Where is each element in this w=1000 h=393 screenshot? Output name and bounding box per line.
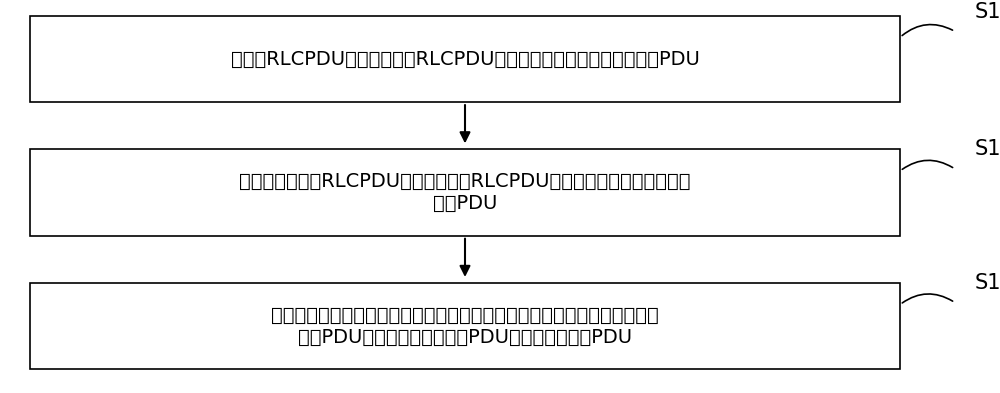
Text: 在需要重传或者接收到网络侧设备发送的要求重传的消息之后，根据需要重
传的PDU的状态标识生成重传PDU或者不生成重传PDU: 在需要重传或者接收到网络侧设备发送的要求重传的消息之后，根据需要重 传的PDU的… bbox=[271, 306, 659, 347]
Text: 在生成RLCPDU之后，将所述RLCPDU的状态标识设置为禁止生成重传PDU: 在生成RLCPDU之后，将所述RLCPDU的状态标识设置为禁止生成重传PDU bbox=[231, 50, 699, 68]
Text: S12: S12 bbox=[975, 139, 1000, 159]
FancyBboxPatch shape bbox=[30, 149, 900, 236]
FancyBboxPatch shape bbox=[30, 283, 900, 369]
Text: S13: S13 bbox=[975, 273, 1000, 293]
Text: 在调度传输所述RLCPDU之后，将所述RLCPDU的状态标识设置为允许生成
重传PDU: 在调度传输所述RLCPDU之后，将所述RLCPDU的状态标识设置为允许生成 重传… bbox=[239, 172, 691, 213]
Text: S11: S11 bbox=[975, 2, 1000, 22]
FancyBboxPatch shape bbox=[30, 16, 900, 102]
